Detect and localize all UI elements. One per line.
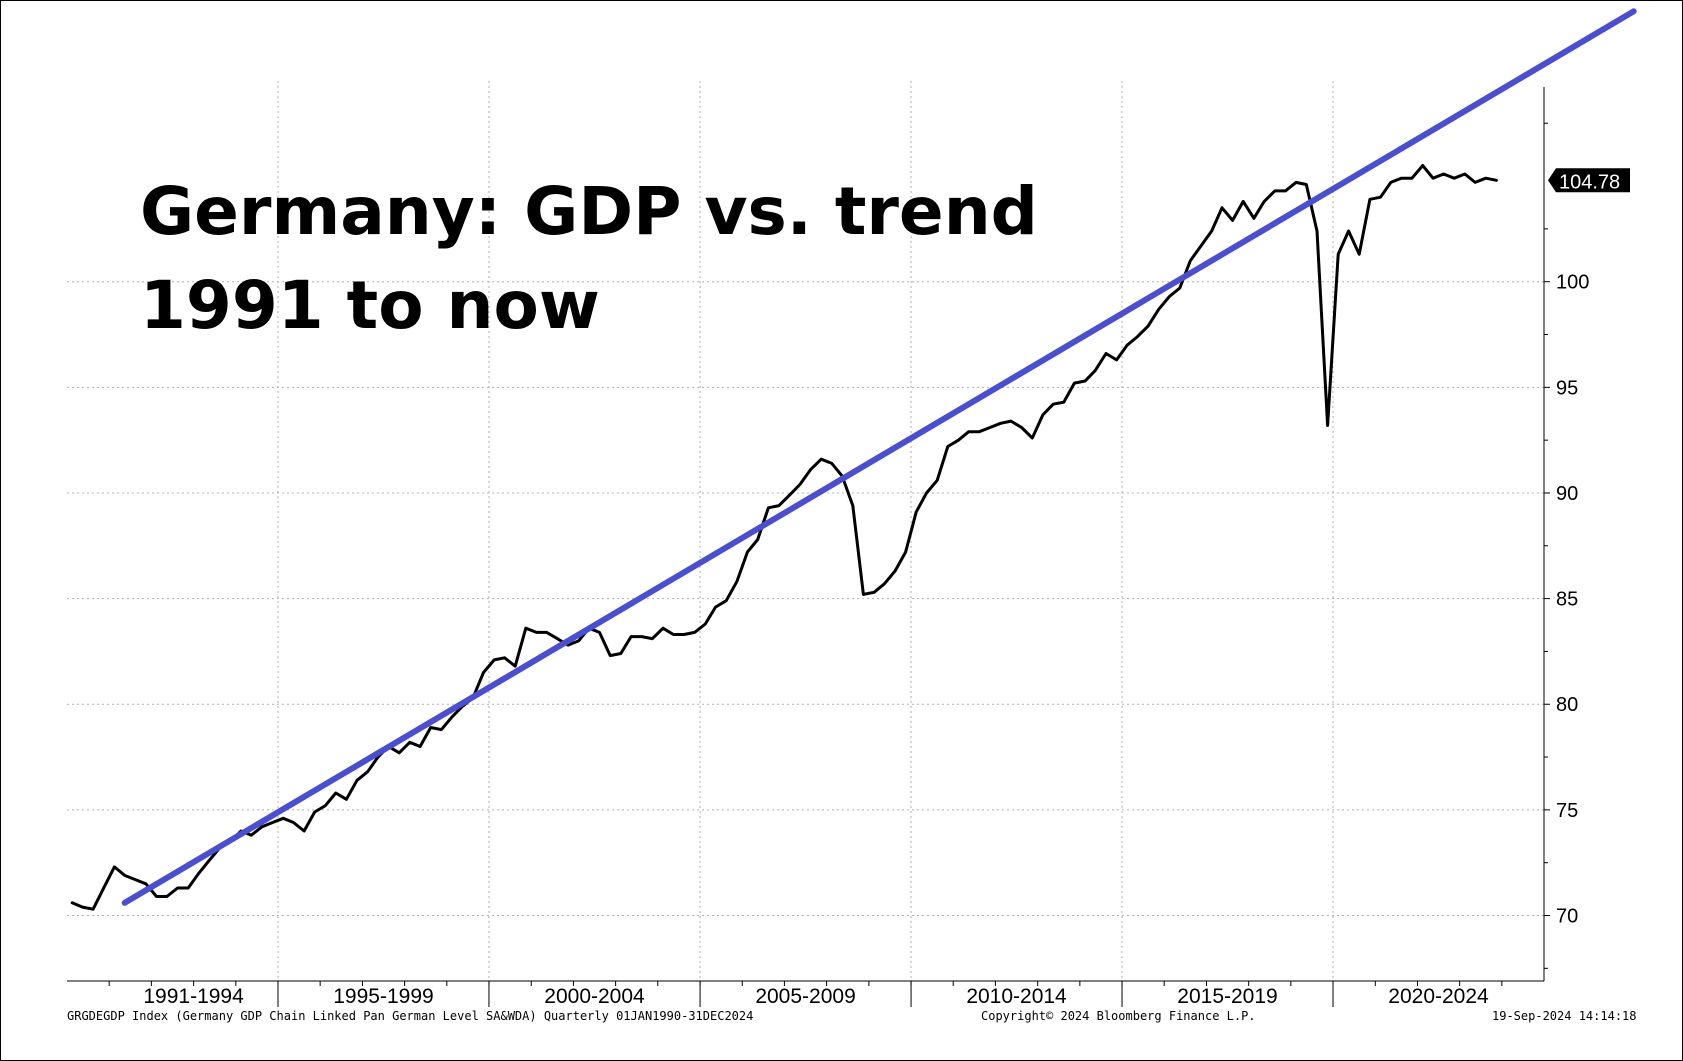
trend-line <box>121 8 1637 906</box>
chart-title-line-1: Germany: GDP vs. trend <box>140 173 1038 250</box>
y-tick-label: 90 <box>1556 483 1578 505</box>
y-tick-label: 95 <box>1556 377 1578 399</box>
x-period-label: 1995-1999 <box>333 985 433 1008</box>
x-period-label: 2020-2024 <box>1388 985 1489 1008</box>
y-tick-label: 100 <box>1556 272 1589 294</box>
gdp-line <box>70 164 1498 911</box>
footer-timestamp: 19-Sep-2024 14:14:18 <box>1492 1009 1637 1023</box>
x-period-label: 2015-2019 <box>1177 985 1277 1008</box>
axes <box>67 87 1550 1007</box>
x-period-label: 2010-2014 <box>966 985 1067 1008</box>
footer-ticker-description: GRGDEGDP Index (Germany GDP Chain Linked… <box>67 1009 754 1023</box>
labels: 70 75 80 85 90 95 100 1991-1994 1995-1999 2000-20… <box>143 168 1630 1008</box>
series <box>70 8 1637 911</box>
x-period-label: 2000-2004 <box>544 985 645 1008</box>
last-value-tag <box>1548 168 1630 193</box>
chart-title-line-2: 1991 to now <box>140 267 600 344</box>
grid <box>67 81 1544 981</box>
x-period-label: 1991-1994 <box>143 985 244 1008</box>
x-period-label: 2005-2009 <box>755 985 855 1008</box>
y-tick-label: 80 <box>1556 694 1578 716</box>
y-tick-label: 70 <box>1556 906 1578 928</box>
footer-copyright: Copyright© 2024 Bloomberg Finance L.P. <box>981 1009 1256 1023</box>
last-value-label: 104.78 <box>1559 171 1620 193</box>
y-tick-label: 75 <box>1556 800 1578 822</box>
y-tick-label: 85 <box>1556 589 1578 611</box>
